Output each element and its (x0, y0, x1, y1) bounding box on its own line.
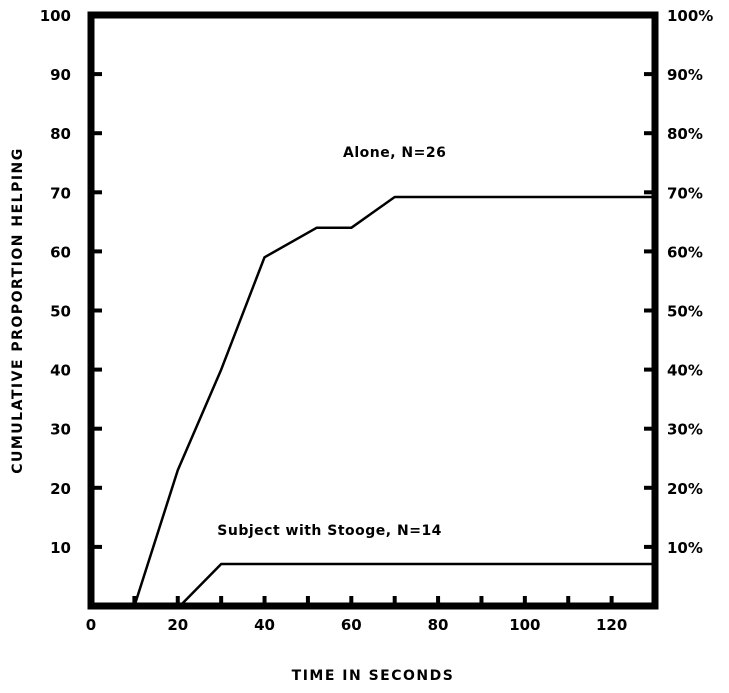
y-tick-label-3: 40 (50, 362, 71, 380)
y2-tick-label-9: 100% (667, 7, 713, 25)
x-tick-label-6: 120 (596, 616, 627, 634)
y2-tick-label-6: 70% (667, 184, 703, 202)
y2-tick-label-3: 40% (667, 362, 703, 380)
x-tick-label-4: 80 (428, 616, 449, 634)
y-tick-label-4: 50 (50, 303, 71, 321)
y2-tick-label-4: 50% (667, 303, 703, 321)
y2-tick-label-0: 10% (667, 539, 703, 557)
y2-tick-label-1: 20% (667, 480, 703, 498)
ticks-layer (91, 13, 655, 606)
y2-tick-label-8: 90% (667, 66, 703, 84)
y2-tick-label-7: 80% (667, 125, 703, 143)
series-line-1 (179, 562, 655, 607)
y-tick-label-7: 80 (50, 125, 71, 143)
x-tick-label-2: 40 (254, 616, 275, 634)
series-label-1: Subject with Stooge, N=14 (217, 523, 442, 539)
x-tick-label-1: 20 (167, 616, 188, 634)
tick-labels-layer: 0 20 40 60 80 100 120 10 20 30 40 50 60 70 80 90 100 10% 2… (40, 7, 714, 634)
y-tick-label-9: 100 (40, 7, 71, 25)
x-tick-label-3: 60 (341, 616, 362, 634)
y-tick-label-0: 10 (50, 539, 71, 557)
x-tick-label-5: 100 (509, 616, 540, 634)
series-label-0: Alone, N=26 (343, 145, 446, 161)
x-axis-title: TIME IN SECONDS (292, 668, 455, 684)
series-layer: Alone, N=26 Subject with Stooge, N=14 (133, 145, 655, 607)
y-tick-label-8: 90 (50, 66, 71, 84)
y2-tick-label-5: 60% (667, 243, 703, 261)
y-axis-title: CUMULATIVE PROPORTION HELPING (10, 147, 26, 474)
y-tick-label-5: 60 (50, 243, 71, 261)
y2-tick-label-2: 30% (667, 421, 703, 439)
y-tick-label-1: 20 (50, 480, 71, 498)
series-line-0 (133, 195, 655, 607)
x-tick-label-0: 0 (86, 616, 96, 634)
y-tick-label-6: 70 (50, 184, 71, 202)
y-tick-label-2: 30 (50, 421, 71, 439)
plot-frame (87, 11, 659, 610)
